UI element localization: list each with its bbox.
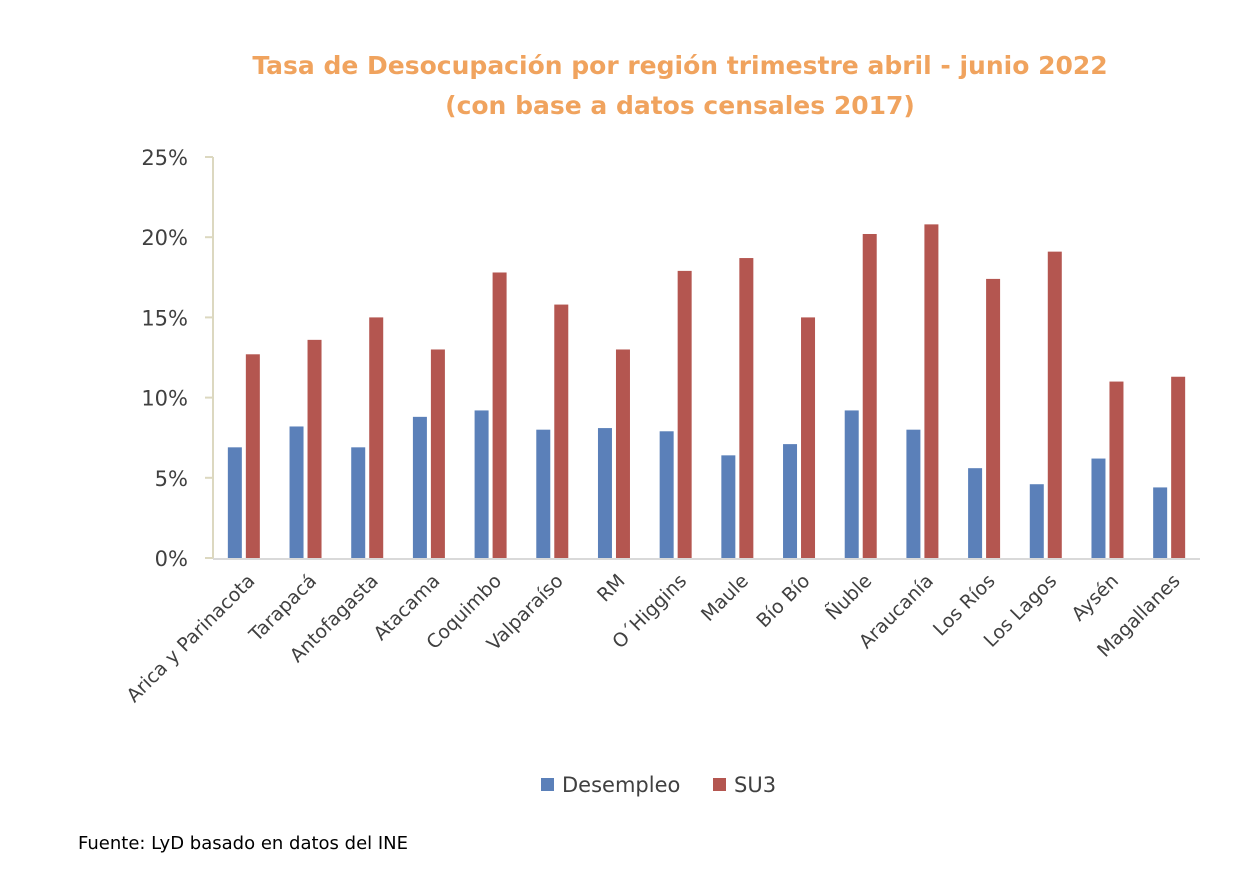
bar-desempleo: [474, 410, 489, 558]
bar-su3: [492, 272, 507, 558]
bar-desempleo: [1153, 487, 1168, 558]
bar-su3: [307, 339, 322, 558]
y-tick-label: 0%: [155, 547, 188, 571]
bar-desempleo: [1029, 484, 1044, 558]
y-tick-label: 20%: [141, 226, 188, 250]
y-tick-label: 10%: [141, 387, 188, 411]
bar-desempleo: [597, 428, 612, 558]
bar-su3: [862, 233, 877, 558]
bar-desempleo: [659, 431, 674, 558]
y-tick-label: 25%: [141, 146, 188, 170]
bar-su3: [924, 224, 939, 559]
source-note: Fuente: LyD basado en datos del INE: [78, 833, 409, 854]
bar-desempleo: [906, 429, 921, 558]
bar-desempleo: [289, 426, 304, 558]
bar-desempleo: [968, 468, 983, 558]
x-tick-label: Aysén: [1067, 570, 1123, 626]
bar-desempleo: [1091, 458, 1106, 558]
legend-label-su3: SU3: [734, 773, 776, 797]
legend-label-desempleo: Desempleo: [562, 773, 680, 797]
legend-swatch-su3: [713, 778, 726, 791]
bar-su3: [369, 317, 384, 558]
bar-desempleo: [844, 410, 859, 558]
bar-su3: [554, 304, 569, 558]
y-tick-label: 5%: [155, 467, 188, 491]
bar-desempleo: [536, 429, 551, 558]
x-tick-label: RM: [593, 570, 629, 606]
bar-desempleo: [227, 447, 242, 558]
chart-title-line: Tasa de Desocupación por región trimestr…: [252, 51, 1107, 80]
y-tick-label: 15%: [141, 306, 188, 330]
bar-desempleo: [412, 416, 427, 558]
legend-swatch-desempleo: [541, 778, 554, 791]
bar-su3: [801, 317, 816, 558]
bar-su3: [1109, 381, 1124, 558]
bar-su3: [1171, 376, 1186, 558]
bar-desempleo: [783, 444, 798, 558]
bar-su3: [245, 354, 260, 558]
bar-su3: [739, 258, 754, 558]
bar-desempleo: [721, 455, 736, 558]
bar-su3: [430, 349, 445, 558]
bar-desempleo: [351, 447, 366, 558]
bar-su3: [1047, 251, 1062, 559]
x-tick-label: Arica y Parinacota: [122, 570, 259, 707]
x-tick-label: Maule: [697, 570, 753, 626]
bar-su3: [677, 270, 692, 558]
bar-su3: [615, 349, 630, 558]
x-tick-label: Ñuble: [821, 569, 876, 624]
chart-title-line: (con base a datos censales 2017): [445, 91, 915, 120]
bar-su3: [986, 278, 1001, 558]
x-tick-label: Bío Bío: [752, 570, 814, 632]
